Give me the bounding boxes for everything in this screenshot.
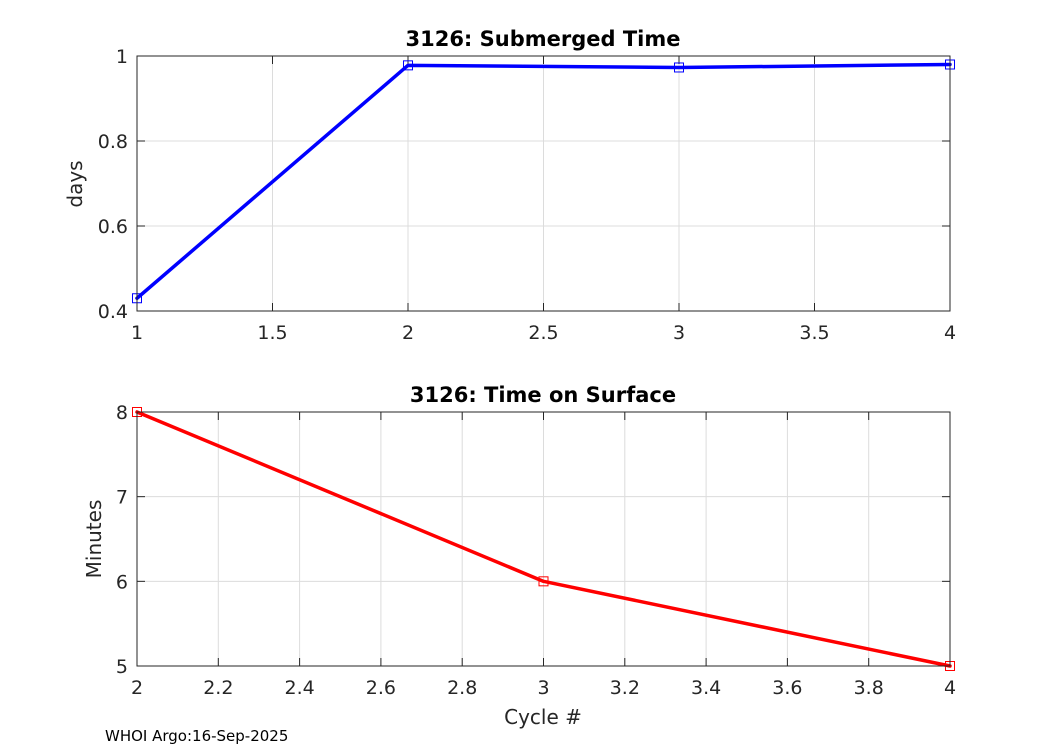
submerged-time-axes-box xyxy=(136,55,951,312)
time-on-surface-data-point xyxy=(538,576,549,587)
time-on-surface-xtick-label: 4 xyxy=(944,677,956,699)
submerged-time-data-point xyxy=(403,60,413,71)
submerged-time-xtick-label: 2 xyxy=(402,322,414,344)
submerged-time-ticks: 1 1.5 2 2.5 3 3.5 4 0.4 0.6 0.8 1 xyxy=(98,46,956,344)
time-on-surface-xtick-label: 2.8 xyxy=(447,677,477,699)
time-on-surface-xtick-label: 2.4 xyxy=(284,677,314,699)
submerged-time-xtick-label: 2.5 xyxy=(528,322,558,344)
time-on-surface-xtick-label: 3.4 xyxy=(691,677,721,699)
submerged-time-ytick-label: 0.8 xyxy=(98,131,128,153)
submerged-time-xtick-label: 1 xyxy=(131,322,143,344)
time-on-surface-series-line xyxy=(135,410,952,668)
time-on-surface-ytick-label: 8 xyxy=(116,402,128,424)
submerged-time-xtick-label: 3 xyxy=(673,322,685,344)
submerged-time-xtick-label: 1.5 xyxy=(257,322,287,344)
submerged-time-title: 3126: Submerged Time xyxy=(405,27,680,51)
time-on-surface-xlabel: Cycle # xyxy=(504,705,582,729)
time-on-surface-ticks: 2 2.2 2.4 2.6 2.8 3 3.2 3.4 3.6 3.8 4 5 6 7 8 xyxy=(116,402,956,699)
submerged-time-xtick-label: 4 xyxy=(944,322,956,344)
submerged-time-chart: 3126: Submerged Time days 1 1.5 2 2.5 3 3.5 4 0… xyxy=(63,27,956,344)
time-on-surface-xtick-label: 3 xyxy=(537,677,549,699)
footer-credit: WHOI Argo:16-Sep-2025 xyxy=(105,727,288,745)
time-on-surface-xtick-label: 3.8 xyxy=(854,677,884,699)
submerged-time-ylabel: days xyxy=(63,160,87,207)
time-on-surface-ytick-label: 5 xyxy=(116,656,128,678)
submerged-time-ytick-label: 0.6 xyxy=(98,216,128,238)
time-on-surface-title: 3126: Time on Surface xyxy=(410,383,676,407)
time-on-surface-xtick-label: 2 xyxy=(131,677,143,699)
time-on-surface-ylabel: Minutes xyxy=(82,500,106,579)
time-on-surface-axes-box xyxy=(136,411,951,667)
time-on-surface-xtick-label: 3.6 xyxy=(772,677,802,699)
submerged-time-xtick-label: 3.5 xyxy=(799,322,829,344)
submerged-time-series-line xyxy=(135,62,952,300)
time-on-surface-ytick-label: 7 xyxy=(116,487,128,509)
time-on-surface-ytick-label: 6 xyxy=(116,571,128,593)
submerged-time-ytick-label: 0.4 xyxy=(98,301,128,323)
time-on-surface-xtick-label: 2.2 xyxy=(203,677,233,699)
time-on-surface-xtick-label: 2.6 xyxy=(366,677,396,699)
time-on-surface-xtick-label: 3.2 xyxy=(610,677,640,699)
submerged-time-ytick-label: 1 xyxy=(116,46,128,68)
submerged-time-data-point xyxy=(674,62,684,73)
